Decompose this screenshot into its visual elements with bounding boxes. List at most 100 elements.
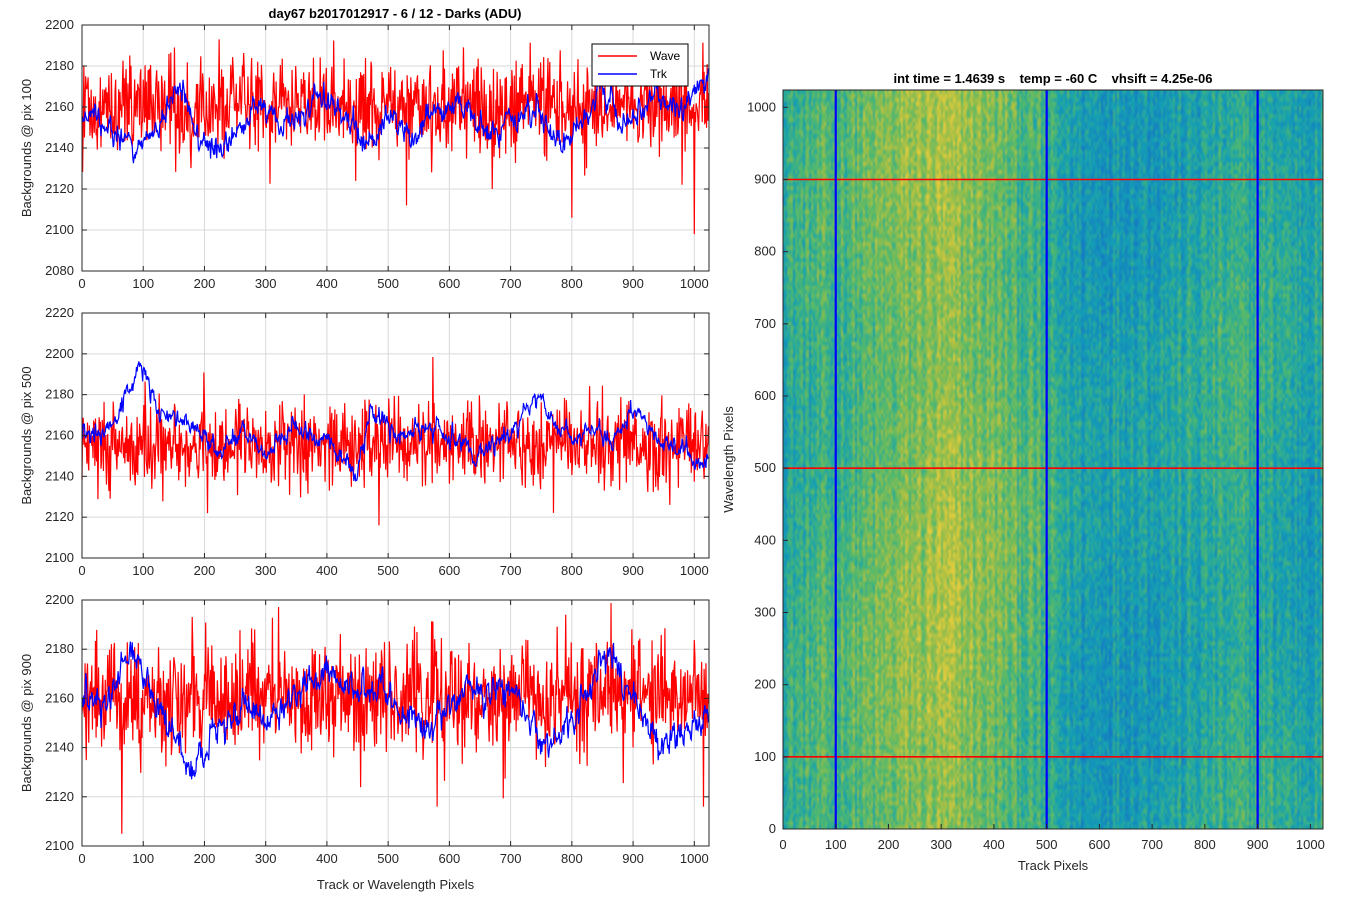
x-tick-label: 600 xyxy=(439,563,461,578)
y-axis-label: Backgrounds @ pix 100 xyxy=(19,79,34,217)
x-tick-label: 900 xyxy=(1247,837,1269,852)
x-tick-label: 1000 xyxy=(680,851,709,866)
x-tick-label: 600 xyxy=(439,851,461,866)
series-line-trk xyxy=(81,68,709,164)
axes-frame xyxy=(782,89,1324,830)
y-axis-label: Backgrounds @ pix 900 xyxy=(19,654,34,792)
y-tick-label: 2160 xyxy=(45,690,74,705)
x-tick-label: 300 xyxy=(255,563,277,578)
x-tick-label: 0 xyxy=(78,563,85,578)
y-tick-label: 400 xyxy=(754,532,776,547)
x-tick-label: 300 xyxy=(255,276,277,291)
x-tick-label: 800 xyxy=(561,563,583,578)
y-tick-label: 900 xyxy=(754,171,776,186)
x-tick-label: 400 xyxy=(316,276,338,291)
x-tick-label: 600 xyxy=(439,276,461,291)
series-line-trk xyxy=(81,361,709,482)
y-tick-label: 2100 xyxy=(45,222,74,237)
x-tick-label: 400 xyxy=(316,851,338,866)
x-tick-label: 1000 xyxy=(1296,837,1325,852)
axes-frame xyxy=(81,599,710,847)
y-tick-label: 2200 xyxy=(45,592,74,607)
x-tick-label: 900 xyxy=(622,563,644,578)
x-tick-label: 0 xyxy=(779,837,786,852)
y-tick-label: 2160 xyxy=(45,99,74,114)
y-tick-label: 700 xyxy=(754,316,776,331)
y-axis-label: Backgrounds @ pix 500 xyxy=(19,366,34,504)
x-tick-label: 500 xyxy=(377,563,399,578)
x-tick-label: 300 xyxy=(255,851,277,866)
x-tick-label: 700 xyxy=(1141,837,1163,852)
y-tick-label: 2140 xyxy=(45,740,74,755)
y-tick-label: 2220 xyxy=(45,305,74,320)
x-tick-label: 200 xyxy=(194,563,216,578)
heatmap-image xyxy=(783,90,1323,829)
y-axis-label: Wavelength Pixels xyxy=(721,406,736,513)
y-tick-label: 2100 xyxy=(45,838,74,853)
x-tick-label: 900 xyxy=(622,276,644,291)
image-plot: 0 100 200 300 400 500 600 700 800 900 1000 0 100 200 3… xyxy=(721,71,1325,873)
plot-pix-500: 0 100 200 300 400 500 600 700 800 900 1000 2100 2120… xyxy=(19,305,710,578)
x-tick-label: 600 xyxy=(1089,837,1111,852)
series-line-wave xyxy=(81,357,709,526)
legend-label-wave: Wave xyxy=(650,49,681,63)
y-tick-label: 2080 xyxy=(45,263,74,278)
y-tick-label: 2180 xyxy=(45,641,74,656)
x-tick-label: 400 xyxy=(983,837,1005,852)
y-tick-label: 2140 xyxy=(45,468,74,483)
y-tick-label: 600 xyxy=(754,388,776,403)
x-tick-label: 200 xyxy=(194,276,216,291)
x-axis-label: Track or Wavelength Pixels xyxy=(317,877,475,892)
legend: Wave Trk xyxy=(591,43,689,87)
series-line-wave xyxy=(81,39,709,235)
x-tick-label: 500 xyxy=(377,276,399,291)
y-tick-label: 2120 xyxy=(45,181,74,196)
x-tick-label: 300 xyxy=(930,837,952,852)
y-tick-label: 500 xyxy=(754,460,776,475)
x-tick-label: 200 xyxy=(878,837,900,852)
legend-label-trk: Trk xyxy=(650,67,668,81)
x-tick-label: 100 xyxy=(825,837,847,852)
x-tick-label: 0 xyxy=(78,276,85,291)
x-tick-label: 900 xyxy=(622,851,644,866)
series-line-wave xyxy=(81,603,709,834)
y-tick-label: 2100 xyxy=(45,550,74,565)
image-title: int time = 1.4639 s temp = -60 C vhsift … xyxy=(893,71,1212,86)
y-tick-label: 2120 xyxy=(45,509,74,524)
plot-pix-900: 0 100 200 300 400 500 600 700 800 900 1000 2100 2120… xyxy=(19,592,710,892)
x-tick-label: 800 xyxy=(561,851,583,866)
y-tick-label: 800 xyxy=(754,244,776,259)
y-tick-label: 300 xyxy=(754,604,776,619)
x-tick-label: 1000 xyxy=(680,563,709,578)
y-tick-label: 0 xyxy=(769,821,776,836)
y-tick-label: 2180 xyxy=(45,58,74,73)
x-tick-label: 1000 xyxy=(680,276,709,291)
y-tick-label: 2140 xyxy=(45,140,74,155)
x-tick-label: 800 xyxy=(1194,837,1216,852)
plot-area xyxy=(82,600,709,846)
x-tick-label: 700 xyxy=(500,851,522,866)
x-tick-label: 500 xyxy=(1036,837,1058,852)
x-tick-label: 400 xyxy=(316,563,338,578)
y-tick-label: 2120 xyxy=(45,789,74,804)
series-line-trk xyxy=(81,641,709,780)
y-tick-label: 200 xyxy=(754,677,776,692)
x-tick-label: 100 xyxy=(132,563,154,578)
y-tick-label: 1000 xyxy=(747,99,776,114)
x-tick-label: 0 xyxy=(78,851,85,866)
x-tick-label: 500 xyxy=(377,851,399,866)
figure-title: day67 b2017012917 - 6 / 12 - Darks (ADU) xyxy=(269,6,522,21)
x-tick-label: 700 xyxy=(500,563,522,578)
y-tick-label: 2200 xyxy=(45,17,74,32)
x-tick-label: 200 xyxy=(194,851,216,866)
x-tick-label: 800 xyxy=(561,276,583,291)
plot-pix-100: 0 100 200 300 400 500 600 700 800 900 1000 2080 2100… xyxy=(19,17,710,291)
x-tick-label: 700 xyxy=(500,276,522,291)
y-tick-label: 100 xyxy=(754,749,776,764)
legend-box xyxy=(591,43,689,87)
y-tick-label: 2160 xyxy=(45,428,74,443)
x-tick-label: 100 xyxy=(132,276,154,291)
x-tick-label: 100 xyxy=(132,851,154,866)
y-tick-label: 2180 xyxy=(45,387,74,402)
